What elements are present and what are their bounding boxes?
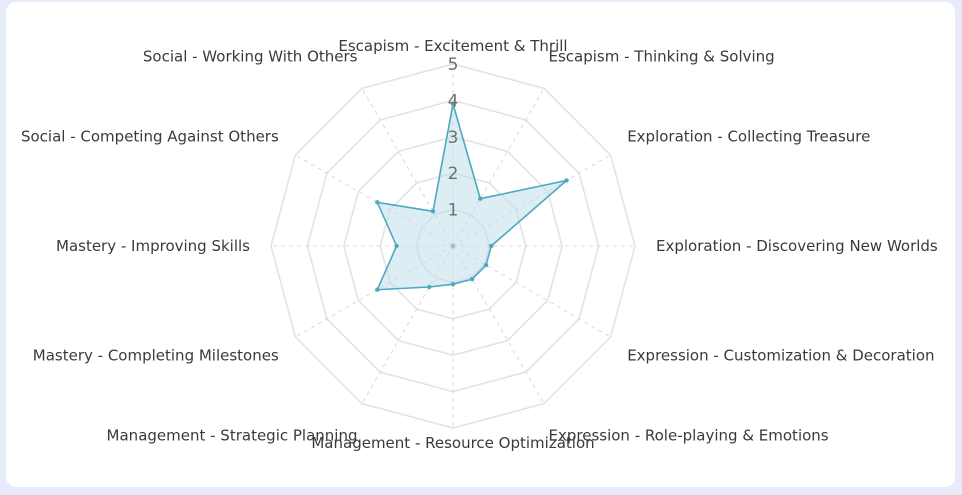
axis-label-2: Escapism - Thinking & Solving — [549, 47, 775, 65]
axis-label-7: Management - Resource Optimization — [311, 434, 594, 452]
axis-label-4: Exploration - Discovering New Worlds — [656, 237, 938, 255]
spoke-2 — [452, 88, 545, 247]
spoke-11 — [295, 154, 454, 247]
tick-label-1: 1 — [448, 201, 459, 221]
axis-label-5: Expression - Customization & Decoration — [627, 347, 934, 365]
data-point-5[interactable] — [483, 262, 489, 268]
data-point-11[interactable] — [375, 200, 380, 205]
data-point-4[interactable] — [489, 243, 494, 249]
grid-ring-5 — [270, 63, 636, 429]
spoke-8 — [361, 245, 454, 404]
data-point-6[interactable] — [469, 276, 475, 282]
data-point-2[interactable] — [478, 196, 483, 201]
data-point-12[interactable] — [430, 209, 436, 214]
spoke-12 — [361, 88, 454, 247]
tick-label-3: 3 — [448, 128, 459, 148]
tick-label-5: 5 — [448, 55, 459, 75]
axis-label-3: Exploration - Collecting Treasure — [627, 128, 870, 146]
tick-label-4: 4 — [448, 91, 459, 111]
axis-label-10: Mastery - Improving Skills — [56, 237, 250, 255]
axis-label-9: Mastery - Completing Milestones — [33, 347, 279, 365]
radar-series — [375, 101, 570, 292]
spoke-6 — [452, 245, 545, 404]
tick-label-2: 2 — [448, 164, 459, 184]
center-dot — [450, 243, 456, 249]
data-point-8[interactable] — [427, 284, 432, 290]
axis-label-6: Expression - Role-playing & Emotions — [549, 427, 829, 445]
data-point-9[interactable] — [375, 287, 380, 292]
axis-label-12: Social - Working With Others — [143, 47, 358, 65]
axis-label-11: Social - Competing Against Others — [21, 128, 279, 146]
data-point-1[interactable] — [450, 101, 456, 107]
data-point-10[interactable] — [394, 243, 399, 249]
spoke-9 — [295, 245, 454, 338]
axis-label-1: Escapism - Excitement & Thrill — [338, 37, 567, 55]
spoke-5 — [452, 245, 611, 338]
radar-ticks: 1 2 3 4 5 — [448, 55, 459, 221]
data-point-7[interactable] — [450, 282, 456, 287]
data-point-3[interactable] — [564, 178, 569, 183]
axis-label-8: Management - Strategic Planning — [107, 427, 358, 445]
